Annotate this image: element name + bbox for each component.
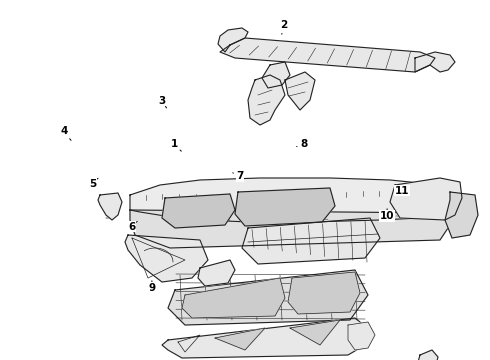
Text: 3: 3 <box>158 96 167 108</box>
Polygon shape <box>248 75 285 125</box>
Polygon shape <box>215 328 265 350</box>
Polygon shape <box>262 62 290 88</box>
Polygon shape <box>415 52 455 72</box>
Polygon shape <box>242 218 380 264</box>
Polygon shape <box>290 320 340 345</box>
Polygon shape <box>130 210 450 248</box>
Text: 7: 7 <box>233 171 244 181</box>
Text: 9: 9 <box>148 281 155 293</box>
Text: 2: 2 <box>281 20 288 34</box>
Text: 11: 11 <box>394 186 409 196</box>
Polygon shape <box>98 193 122 220</box>
Polygon shape <box>130 178 445 222</box>
Polygon shape <box>285 72 315 110</box>
Polygon shape <box>125 235 208 282</box>
Text: 10: 10 <box>380 209 394 221</box>
Polygon shape <box>218 28 248 52</box>
Polygon shape <box>418 350 438 360</box>
Polygon shape <box>198 260 235 286</box>
Polygon shape <box>162 318 370 358</box>
Text: 8: 8 <box>296 139 307 149</box>
Polygon shape <box>288 272 360 314</box>
Text: 4: 4 <box>60 126 71 140</box>
Polygon shape <box>162 194 235 228</box>
Text: 6: 6 <box>129 221 137 232</box>
Polygon shape <box>390 178 462 220</box>
Polygon shape <box>348 322 375 350</box>
Polygon shape <box>235 188 335 226</box>
Polygon shape <box>182 278 285 318</box>
Polygon shape <box>168 270 368 325</box>
Polygon shape <box>445 192 478 238</box>
Polygon shape <box>220 38 435 72</box>
Text: 1: 1 <box>171 139 181 151</box>
Text: 5: 5 <box>90 178 98 189</box>
